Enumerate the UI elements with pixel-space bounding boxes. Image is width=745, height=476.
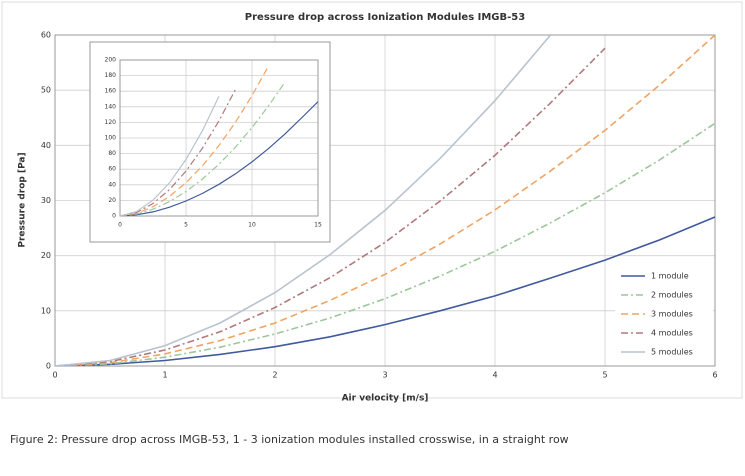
y-tick-label: 100 [105,135,117,142]
legend: 1 module 2 modules 3 modules 4 modules 5 mod… [615,266,713,362]
legend-label: 2 modules [651,291,693,300]
y-tick-label: 20 [41,251,51,260]
y-tick-label: 0 [112,213,116,220]
y-tick-label: 10 [41,306,51,315]
x-tick-label: 5 [602,371,607,380]
x-tick-label: 2 [272,371,277,380]
legend-label: 3 modules [651,310,693,319]
y-tick-label: 20 [108,197,116,204]
legend-label: 5 modules [651,348,693,357]
caption: Figure 2: Pressure drop across IMGB-53, … [10,433,569,446]
x-tick-label: 5 [184,222,188,229]
y-tick-label: 120 [105,119,117,126]
x-tick-label: 0 [118,222,122,229]
series-line [120,89,237,216]
x-tick-label: 4 [492,371,497,380]
y-tick-label: 140 [105,103,117,110]
x-axis-label: Air velocity [m/s] [342,394,429,404]
x-tick-label: 3 [382,371,387,380]
series-line [120,81,286,216]
series-line [55,35,551,366]
y-tick-label: 50 [41,86,51,95]
y-tick-label: 60 [41,31,51,40]
y-axis-label: Pressure drop [Pa] [18,152,28,247]
series-line [120,65,270,216]
y-tick-label: 200 [105,57,117,64]
series-line [55,216,715,366]
inset-frame [89,41,331,243]
y-tick-label: 40 [108,181,116,188]
series-line [55,35,715,366]
series-line [55,47,606,366]
y-tick-label: 40 [41,141,51,150]
series-line [55,122,715,366]
chart-title: Pressure drop across Ionization Modules … [245,12,525,23]
legend-box [615,266,713,362]
legend-label: 1 module [651,272,689,281]
x-tick-label: 10 [248,222,256,229]
y-tick-label: 80 [108,150,116,157]
series-line [120,95,220,216]
y-tick-label: 160 [105,88,117,95]
y-tick-label: 60 [108,166,116,173]
x-tick-label: 6 [712,371,717,380]
plot-border [119,59,319,217]
legend-label: 4 modules [651,329,693,338]
y-tick-label: 180 [105,72,117,79]
y-tick-label: 0 [46,362,51,371]
x-tick-label: 1 [162,371,167,380]
y-tick-label: 30 [41,196,51,205]
x-tick-label: 0 [52,371,57,380]
x-tick-label: 15 [314,222,322,229]
plot-border [54,34,716,367]
series-line [120,101,318,216]
inset-chart: 0 20 40 60 80 100 120 140 160 180 200 0 5 10 15 [89,41,331,243]
